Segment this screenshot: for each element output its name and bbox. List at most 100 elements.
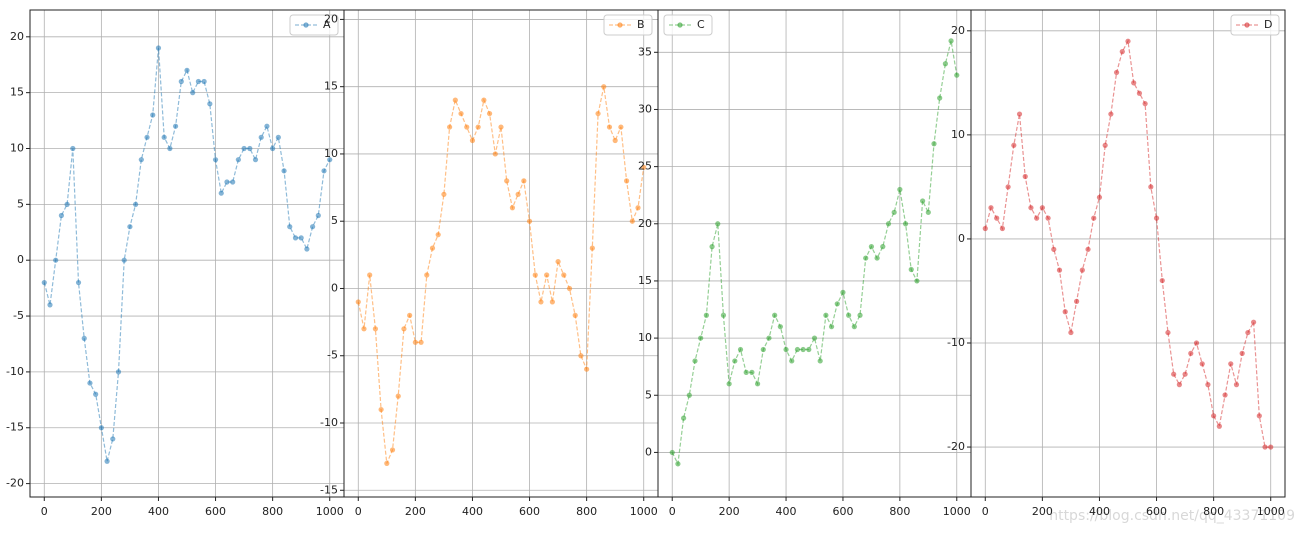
data-point — [1142, 101, 1148, 107]
data-point — [686, 392, 692, 398]
data-point — [486, 110, 493, 117]
y-tick-label: 0 — [645, 445, 652, 458]
y-tick-label: 20 — [638, 217, 652, 230]
data-point — [544, 272, 550, 278]
data-point — [515, 191, 521, 197]
data-point — [994, 215, 1000, 221]
data-point — [692, 358, 698, 364]
data-point — [566, 285, 573, 292]
y-tick-label: 30 — [638, 102, 652, 115]
axes-frame — [970, 9, 1286, 498]
data-point — [1262, 444, 1268, 450]
data-point — [81, 335, 87, 341]
y-tick-label: 10 — [10, 142, 24, 155]
data-point — [281, 168, 287, 174]
data-point — [58, 212, 64, 219]
x-tick-label: 800 — [262, 505, 283, 518]
data-point — [698, 335, 704, 341]
data-point — [87, 380, 93, 386]
data-point — [1062, 309, 1068, 315]
axes-frame — [657, 9, 972, 498]
data-point — [777, 324, 783, 330]
legend-label: B — [637, 18, 645, 31]
data-point — [1119, 49, 1125, 55]
data-point — [874, 255, 880, 261]
data-point — [897, 186, 903, 193]
data-point — [1136, 90, 1143, 96]
x-tick-label: 1000 — [943, 505, 971, 518]
data-point — [298, 235, 304, 241]
data-point — [846, 312, 852, 318]
data-point — [982, 225, 988, 232]
data-point — [395, 393, 401, 399]
data-point — [401, 326, 407, 332]
x-tick-label: 400 — [776, 505, 797, 518]
data-point — [937, 95, 943, 101]
x-tick-label: 800 — [576, 505, 597, 518]
data-point — [823, 312, 829, 318]
data-point — [891, 209, 897, 215]
x-tick-label: 600 — [205, 505, 226, 518]
y-tick-label: -15 — [320, 483, 338, 496]
x-tick-label: 0 — [355, 505, 362, 518]
data-point — [504, 178, 510, 184]
legend-marker — [677, 22, 683, 28]
data-point — [811, 335, 818, 341]
data-point — [999, 225, 1006, 232]
data-point — [412, 339, 418, 345]
data-point — [766, 335, 772, 341]
data-point — [372, 326, 378, 332]
legend-label: D — [1264, 18, 1272, 31]
series-line — [357, 86, 645, 464]
data-point — [902, 221, 909, 227]
data-point — [526, 218, 533, 224]
y-tick-label: 0 — [17, 253, 24, 266]
data-point — [612, 137, 618, 144]
data-point — [669, 449, 675, 456]
axes-frame — [343, 9, 659, 498]
data-point — [469, 137, 476, 144]
data-point — [287, 224, 293, 230]
data-point — [509, 205, 516, 211]
data-point — [914, 278, 920, 284]
data-point — [629, 218, 635, 224]
data-point — [1039, 205, 1045, 211]
data-point — [47, 302, 53, 308]
plot-area — [41, 45, 333, 464]
axes-frame — [29, 9, 345, 498]
data-point — [754, 381, 761, 387]
y-tick-label: 5 — [17, 197, 24, 210]
x-tick-label: 600 — [832, 505, 853, 518]
data-point — [292, 235, 299, 241]
data-point — [241, 145, 247, 152]
data-point — [75, 279, 82, 286]
plot-area — [669, 38, 960, 467]
data-point — [321, 168, 327, 174]
data-point — [641, 164, 647, 171]
data-point — [1108, 111, 1114, 117]
y-tick-label: 10 — [638, 331, 652, 344]
data-point — [207, 101, 213, 107]
legend-label: C — [697, 18, 705, 31]
data-point — [1256, 413, 1262, 419]
x-tick-label: 200 — [719, 505, 740, 518]
data-point — [1228, 361, 1234, 367]
data-point — [355, 299, 361, 305]
data-point — [954, 72, 960, 78]
data-point — [64, 201, 70, 207]
data-point — [834, 301, 840, 307]
data-point — [840, 289, 846, 295]
data-point — [1176, 382, 1182, 388]
data-point — [681, 415, 687, 421]
data-point — [384, 460, 390, 466]
data-point — [549, 299, 555, 305]
data-point — [1233, 382, 1240, 388]
data-point — [127, 224, 133, 230]
data-point — [538, 299, 544, 305]
data-point — [760, 346, 766, 353]
data-point — [121, 257, 127, 263]
legend-label: A — [323, 18, 331, 31]
data-point — [264, 123, 270, 129]
data-point — [190, 90, 196, 96]
data-point — [1005, 184, 1011, 190]
